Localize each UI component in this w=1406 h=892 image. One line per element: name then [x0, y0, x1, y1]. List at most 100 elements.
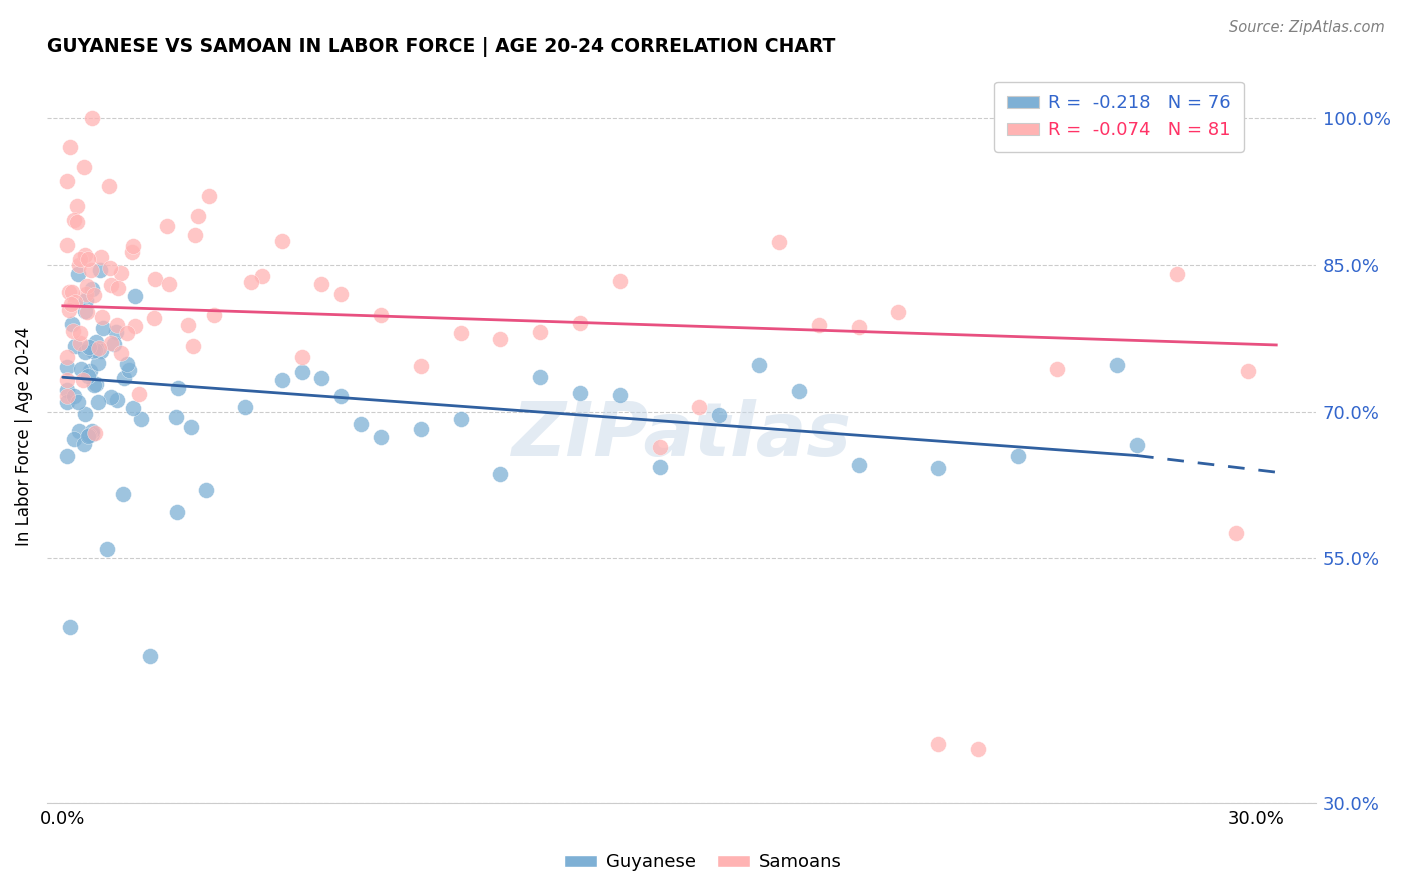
Point	[110, 345, 132, 359]
Point	[90, 250, 112, 264]
Point	[124, 289, 146, 303]
Point	[69, 326, 91, 340]
Point	[609, 388, 631, 402]
Point	[82, 425, 104, 439]
Point	[688, 400, 710, 414]
Point	[84, 334, 107, 349]
Point	[80, 111, 103, 125]
Point	[83, 378, 105, 392]
Point	[848, 458, 870, 472]
Point	[143, 272, 166, 286]
Point	[100, 277, 122, 292]
Point	[80, 426, 103, 441]
Point	[72, 373, 94, 387]
Point	[63, 432, 86, 446]
Point	[118, 363, 141, 377]
Point	[69, 252, 91, 266]
Point	[112, 487, 135, 501]
Point	[67, 425, 90, 439]
Point	[60, 285, 83, 299]
Point	[65, 339, 87, 353]
Point	[89, 262, 111, 277]
Point	[122, 239, 145, 253]
Point	[270, 234, 292, 248]
Point	[55, 350, 77, 364]
Point	[67, 395, 90, 409]
Point	[142, 311, 165, 326]
Point	[709, 409, 731, 423]
Point	[1126, 438, 1149, 452]
Point	[157, 277, 180, 292]
Point	[103, 336, 125, 351]
Point	[105, 392, 128, 407]
Point	[63, 212, 86, 227]
Point	[55, 373, 77, 387]
Point	[55, 383, 77, 397]
Point	[98, 260, 121, 275]
Point	[121, 244, 143, 259]
Point	[87, 342, 110, 356]
Point	[100, 336, 122, 351]
Point	[82, 343, 104, 358]
Point	[84, 343, 107, 357]
Point	[76, 252, 98, 267]
Point	[55, 394, 77, 409]
Point	[97, 179, 120, 194]
Point	[59, 620, 82, 634]
Point	[409, 422, 432, 436]
Point	[80, 282, 103, 296]
Point	[117, 357, 139, 371]
Point	[75, 293, 97, 308]
Point	[787, 384, 810, 398]
Point	[239, 275, 262, 289]
Point	[73, 304, 96, 318]
Point	[93, 321, 115, 335]
Legend: Guyanese, Samoans: Guyanese, Samoans	[557, 847, 849, 879]
Point	[138, 649, 160, 664]
Point	[72, 437, 94, 451]
Point	[370, 430, 392, 444]
Point	[79, 427, 101, 442]
Point	[66, 199, 89, 213]
Point	[1007, 449, 1029, 463]
Point	[96, 541, 118, 556]
Point	[184, 228, 207, 243]
Point	[87, 394, 110, 409]
Point	[55, 174, 77, 188]
Point	[104, 325, 127, 339]
Point	[83, 288, 105, 302]
Point	[58, 302, 80, 317]
Point	[187, 209, 209, 223]
Point	[60, 317, 83, 331]
Point	[73, 345, 96, 359]
Point	[124, 318, 146, 333]
Point	[233, 400, 256, 414]
Text: ZIPatlas: ZIPatlas	[512, 400, 852, 473]
Point	[75, 286, 97, 301]
Point	[202, 308, 225, 322]
Point	[270, 374, 292, 388]
Point	[83, 425, 105, 440]
Point	[177, 318, 200, 332]
Point	[65, 215, 87, 229]
Point	[569, 385, 592, 400]
Point	[55, 449, 77, 463]
Point	[128, 387, 150, 401]
Point	[198, 189, 221, 203]
Point	[1107, 359, 1129, 373]
Point	[181, 339, 204, 353]
Point	[100, 390, 122, 404]
Point	[1166, 267, 1188, 281]
Point	[55, 389, 77, 403]
Point	[290, 351, 312, 365]
Point	[87, 356, 110, 370]
Point	[58, 285, 80, 300]
Point	[489, 467, 512, 481]
Point	[1046, 362, 1069, 376]
Point	[748, 358, 770, 372]
Point	[330, 287, 353, 301]
Point	[105, 318, 128, 332]
Point	[927, 461, 949, 475]
Point	[76, 279, 98, 293]
Point	[887, 305, 910, 319]
